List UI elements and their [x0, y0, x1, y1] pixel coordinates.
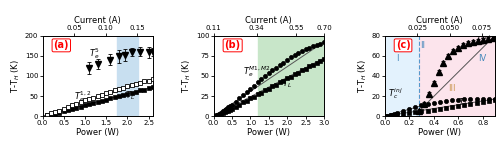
Y-axis label: T-T$_{H}$ (K): T-T$_{H}$ (K) — [180, 59, 193, 93]
X-axis label: Power (W): Power (W) — [76, 128, 119, 137]
Text: I: I — [396, 54, 398, 63]
X-axis label: Current (A): Current (A) — [416, 16, 463, 25]
Y-axis label: T-T$_{H}$ (K): T-T$_{H}$ (K) — [10, 59, 22, 93]
Text: III: III — [448, 84, 456, 93]
Text: $T_L$: $T_L$ — [282, 77, 292, 90]
Text: $T_c^{act}$: $T_c^{act}$ — [476, 33, 492, 48]
Bar — [258, 36, 324, 116]
Text: $T_e^5$: $T_e^5$ — [89, 46, 100, 61]
Text: $T_e^{M1, M2}$: $T_e^{M1, M2}$ — [243, 64, 271, 79]
Text: II: II — [420, 41, 425, 50]
Text: (a): (a) — [54, 40, 69, 50]
X-axis label: Power (W): Power (W) — [418, 128, 462, 137]
Text: IV: IV — [478, 54, 487, 63]
Y-axis label: T-T$_{H}$ (K): T-T$_{H}$ (K) — [356, 59, 368, 93]
Text: $T_L$: $T_L$ — [126, 89, 136, 102]
Text: $T_e^{1,2}$: $T_e^{1,2}$ — [74, 89, 92, 104]
X-axis label: Current (A): Current (A) — [74, 16, 121, 25]
Bar — [419, 36, 495, 116]
Text: $T_c^{inj}$: $T_c^{inj}$ — [388, 86, 403, 100]
Text: $T_L$: $T_L$ — [458, 96, 468, 109]
Bar — [384, 36, 419, 116]
Text: (b): (b) — [224, 40, 240, 50]
Text: (c): (c) — [396, 40, 410, 50]
X-axis label: Current (A): Current (A) — [246, 16, 292, 25]
Bar — [117, 36, 138, 116]
X-axis label: Power (W): Power (W) — [248, 128, 290, 137]
